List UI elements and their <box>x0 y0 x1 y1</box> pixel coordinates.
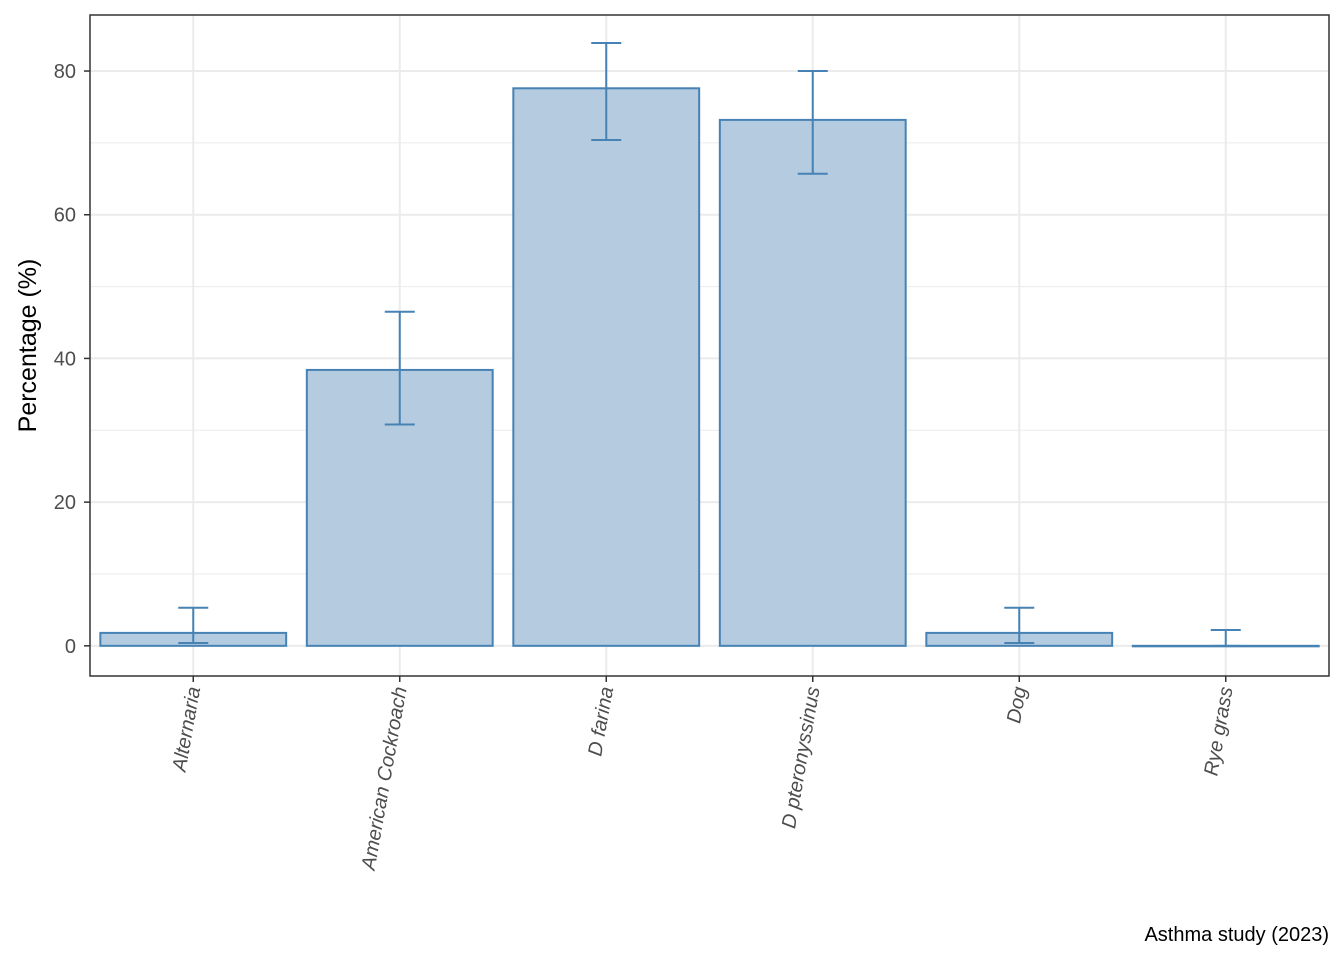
y-axis-title: Percentage (%) <box>14 259 42 433</box>
error-bar-d-farina <box>591 42 622 142</box>
y-tick-label: 20 <box>54 492 76 514</box>
y-axis-ticks: 0 20 40 60 80 <box>54 61 90 658</box>
x-axis-ticks: Alternaria American Cockroach D farina D pt… <box>168 676 1238 873</box>
x-tick-label: D pteronyssinus <box>778 685 825 830</box>
x-tick-label: Rye grass <box>1200 685 1237 777</box>
error-bar-rye-grass <box>1210 629 1241 647</box>
panel-border <box>89 14 1330 677</box>
y-tick-label: 40 <box>54 348 76 370</box>
y-tick-label: 0 <box>65 636 76 658</box>
bars <box>99 87 1320 648</box>
bar-d-farina <box>512 87 701 647</box>
error-bar-d-pteronyssinus <box>797 70 828 175</box>
x-tick-label: Alternaria <box>168 685 205 774</box>
x-tick-label: American Cockroach <box>358 685 412 873</box>
x-tick-label: D farina <box>584 685 618 758</box>
error-bar-alternaria <box>178 606 209 644</box>
y-tick-label: 60 <box>54 205 76 227</box>
error-bar-american-cockroach <box>384 310 415 426</box>
chart-caption: Asthma study (2023) <box>1144 924 1329 946</box>
bar-d-pteronyssinus <box>718 118 907 647</box>
error-bars <box>178 42 1241 647</box>
y-tick-label: 80 <box>54 61 76 83</box>
x-tick-label: Dog <box>1003 685 1031 725</box>
error-bar-dog <box>1004 606 1035 644</box>
grid-lines <box>90 15 1329 676</box>
